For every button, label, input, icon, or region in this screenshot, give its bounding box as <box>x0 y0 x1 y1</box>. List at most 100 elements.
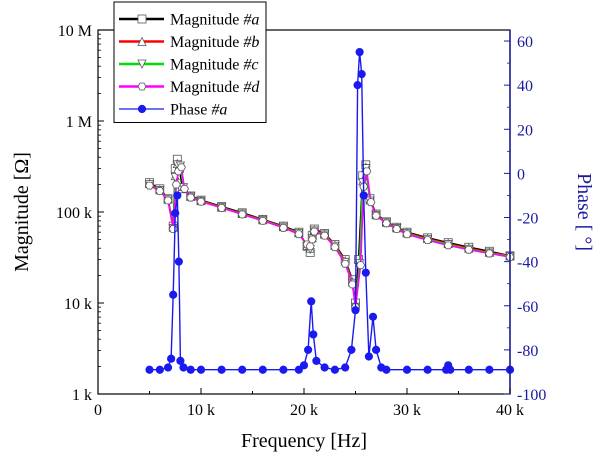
legend-entry: Magnitude #c <box>119 57 258 74</box>
x-tick-label: 30 k <box>393 402 421 419</box>
data-point <box>402 365 412 374</box>
data-point <box>196 197 206 206</box>
legend-label-suffix: #a <box>243 12 259 29</box>
series-4 <box>145 163 515 312</box>
series-2 <box>144 158 515 310</box>
data-point <box>464 245 474 254</box>
legend-marker <box>137 82 147 91</box>
data-point <box>359 191 368 200</box>
legend-marker <box>137 14 147 24</box>
x-axis-ticks: 0 10 k 20 k 30 k 40 k <box>94 388 524 419</box>
data-point <box>168 225 178 233</box>
data-point <box>307 235 317 244</box>
data-point <box>353 81 362 90</box>
legend-label: Magnitude #c <box>170 57 258 74</box>
data-point <box>355 47 364 57</box>
legend-label: Magnitude #d <box>170 79 260 96</box>
data-point <box>361 268 370 277</box>
legend-marker <box>137 104 147 114</box>
data-point <box>392 225 402 233</box>
data-point <box>381 219 391 228</box>
data-point <box>485 365 494 374</box>
data-point <box>176 356 185 366</box>
data-point <box>167 354 176 363</box>
data-point <box>382 365 391 374</box>
data-point <box>179 363 188 372</box>
data-point <box>364 352 373 361</box>
data-point <box>330 365 339 374</box>
series-line <box>149 162 511 306</box>
data-point <box>366 198 376 207</box>
data-point <box>320 231 330 240</box>
x-tick-label: 0 <box>94 402 102 419</box>
data-point <box>347 280 357 289</box>
data-point <box>351 306 360 315</box>
data-point <box>155 365 164 374</box>
data-point <box>217 204 227 212</box>
x-tick-label: 10 k <box>187 402 215 419</box>
legend-label: Phase #a <box>170 102 227 119</box>
right-tick-label: -100 <box>517 387 546 404</box>
data-point <box>196 365 206 374</box>
data-point <box>304 345 313 354</box>
right-tick-label: -20 <box>517 211 538 228</box>
data-point <box>402 230 412 239</box>
series-line <box>149 163 511 308</box>
data-point <box>294 230 304 239</box>
left-tick-label: 1 M <box>66 114 92 131</box>
left-tick-label: 10 M <box>58 23 92 40</box>
data-point <box>371 211 381 220</box>
data-point <box>307 297 316 306</box>
legend-label-suffix: #b <box>243 34 259 51</box>
data-point <box>464 365 473 374</box>
right-axis-ticks: -100 -80 -60 -40 -20 0 20 40 60 <box>504 34 546 404</box>
data-point <box>180 184 189 193</box>
data-point <box>312 356 321 366</box>
left-tick-label: 10 k <box>64 296 92 313</box>
data-point <box>305 242 315 251</box>
legend-label-text: Magnitude <box>170 79 243 96</box>
data-point <box>372 345 381 354</box>
data-point <box>155 187 165 195</box>
data-point <box>443 241 453 250</box>
right-tick-label: 60 <box>517 34 533 51</box>
data-point <box>145 181 154 190</box>
data-point <box>347 345 356 354</box>
right-tick-label: -40 <box>517 255 538 272</box>
data-point <box>484 249 494 258</box>
x-axis-title: Frequency [Hz] <box>241 430 367 452</box>
legend-label: Magnitude #a <box>170 12 259 29</box>
data-point <box>330 243 340 252</box>
data-point <box>258 365 267 374</box>
legend-entry: Magnitude #a <box>119 12 259 29</box>
left-tick-label: 1 k <box>72 387 92 404</box>
left-axis-ticks: 1 k 10 k 100 k 1 M 10 M <box>56 23 104 404</box>
series-3 <box>144 160 515 313</box>
data-point <box>176 163 186 172</box>
data-point <box>309 330 318 339</box>
right-tick-label: 0 <box>517 166 525 183</box>
data-point <box>423 236 433 245</box>
legend: Magnitude #a Magnitude #b Magnitude #c Magn… <box>113 1 267 123</box>
data-point <box>258 216 268 225</box>
data-point <box>163 196 173 205</box>
data-point <box>173 191 182 200</box>
right-axis-title: Phase [ °] <box>573 173 595 251</box>
data-point <box>446 365 455 374</box>
legend-label-text: Phase <box>170 102 211 119</box>
series-5 <box>145 47 515 374</box>
data-point <box>186 193 196 202</box>
data-point <box>423 365 432 374</box>
data-point <box>217 365 226 374</box>
right-tick-label: 40 <box>517 78 533 95</box>
data-point <box>171 209 180 218</box>
data-point <box>357 70 366 79</box>
data-point <box>237 210 247 219</box>
data-point <box>171 180 181 189</box>
legend-entry: Magnitude #d <box>119 79 260 96</box>
data-point <box>174 257 183 266</box>
data-point <box>238 365 247 374</box>
right-tick-label: -60 <box>517 299 538 316</box>
data-point <box>341 363 350 372</box>
